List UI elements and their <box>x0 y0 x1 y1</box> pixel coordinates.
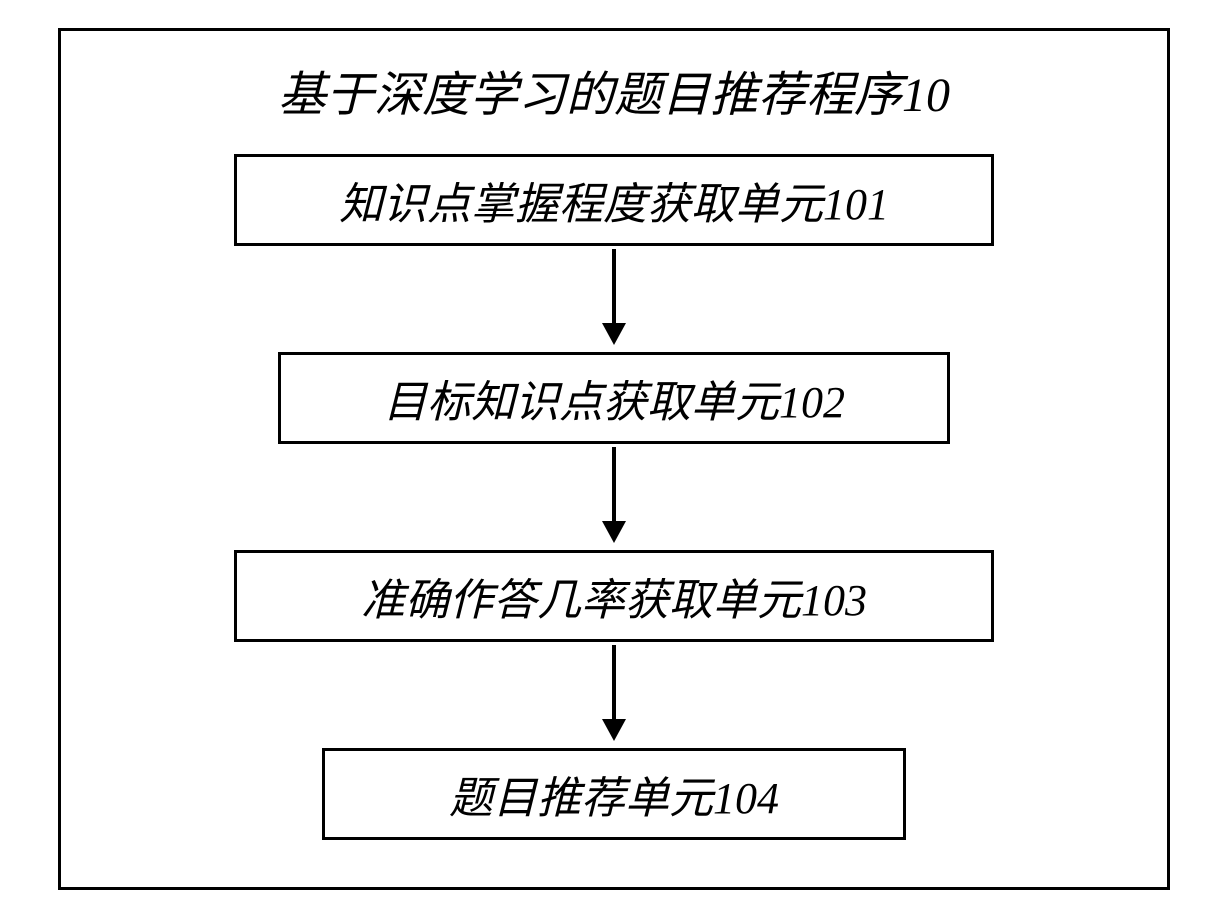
node-label: 知识点掌握程度获取单元101 <box>339 168 889 232</box>
arrow-head-2 <box>602 521 626 543</box>
node-label: 题目推荐单元104 <box>449 762 779 826</box>
flowchart-node-1: 知识点掌握程度获取单元101 <box>234 154 994 246</box>
node-label: 目标知识点获取单元102 <box>383 366 845 430</box>
flowchart-node-2: 目标知识点获取单元102 <box>278 352 950 444</box>
diagram-title: 基于深度学习的题目推荐程序10 <box>278 55 950 125</box>
arrow-head-1 <box>602 323 626 345</box>
arrow-line-3 <box>612 645 616 719</box>
arrow-line-2 <box>612 447 616 521</box>
arrow-head-3 <box>602 719 626 741</box>
flowchart-node-4: 题目推荐单元104 <box>322 748 906 840</box>
flowchart-node-3: 准确作答几率获取单元103 <box>234 550 994 642</box>
node-label: 准确作答几率获取单元103 <box>361 564 867 628</box>
arrow-line-1 <box>612 249 616 323</box>
